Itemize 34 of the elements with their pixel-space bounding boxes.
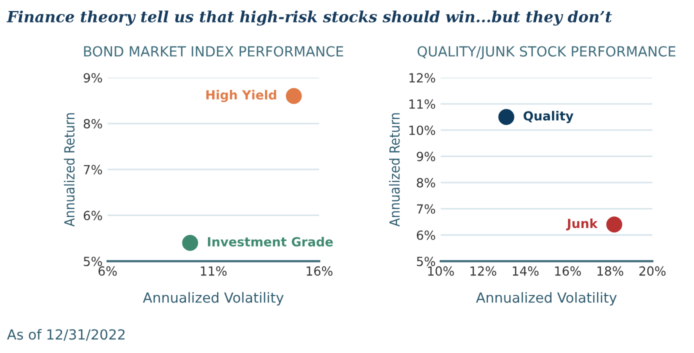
y-tick-label: 5% [416, 256, 436, 266]
x-tick-label: 10% [428, 266, 454, 276]
y-tick-label: 7% [417, 204, 436, 214]
y-tick-label: 9% [416, 152, 436, 162]
y-tick-label: 5% [84, 256, 102, 266]
text: As of 12/31/2022 [7, 328, 125, 341]
y-tick-label: 8% [416, 178, 436, 188]
x-tick-label: 16% [306, 266, 332, 276]
x-axis-title: Annualized Volatility [476, 292, 617, 306]
series-label: Junk [566, 218, 598, 230]
x-tick-label: 18% [598, 266, 624, 276]
x-tick-label: 20% [639, 266, 666, 276]
series-label: Investment Grade [208, 236, 333, 246]
y-tick-label: 10% [409, 126, 436, 136]
y-tick-label: 6% [416, 230, 436, 240]
y-axis-title: Annualized Return [64, 113, 75, 227]
y-tick-label: 12% [409, 73, 436, 83]
x-tick-label: 11% [200, 266, 227, 276]
y-tick-label: 7% [84, 164, 102, 174]
y-axis-title: Annualized Return [389, 113, 400, 227]
chart-title: Finance theory tell us that high-risk stocks should win...but they don’t [6, 10, 612, 26]
x-tick-label: 6% [98, 266, 117, 276]
x-tick-label: 12% [470, 266, 496, 276]
series-label: High Yield [206, 90, 276, 102]
y-tick-label: 6% [84, 210, 102, 220]
chart-subtitle: BOND MARKET INDEX PERFORMANCE [84, 46, 344, 57]
x-axis-title: Annualized Volatility [142, 292, 284, 306]
y-tick-label: 11% [409, 99, 436, 109]
x-tick-label: 14% [512, 266, 539, 276]
y-tick-label: 9% [84, 73, 102, 83]
series-label: Quality [524, 110, 574, 124]
y-tick-label: 8% [84, 119, 102, 128]
chart-subtitle: QUALITY/JUNK STOCK PERFORMANCE [418, 46, 676, 60]
x-tick-label: 16% [555, 266, 581, 276]
